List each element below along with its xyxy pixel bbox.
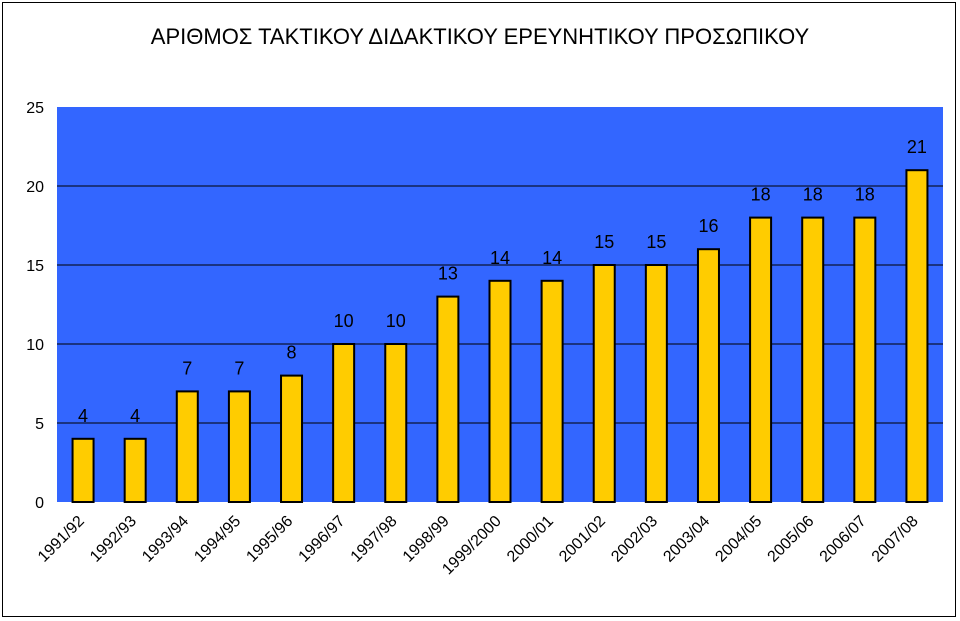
bar — [696, 248, 720, 503]
data-label: 10 — [334, 311, 354, 331]
data-label: 21 — [907, 137, 927, 157]
y-tick-label: 20 — [26, 179, 44, 196]
data-label: 7 — [234, 358, 244, 378]
y-tick-label: 0 — [35, 495, 44, 512]
y-tick-label: 5 — [35, 416, 44, 433]
x-tick-label: 2007/08 — [869, 513, 922, 566]
x-tick-label: 2003/04 — [660, 513, 713, 566]
x-tick-label: 1995/96 — [243, 513, 296, 566]
data-labels: 4 4 7 7 8 10 10 13 14 14 15 15 16 18 18 18 21 — [78, 137, 927, 426]
bar — [540, 279, 564, 503]
x-axis-ticks: 1991/92 1992/93 1993/94 1994/95 1995/96 1996/… — [35, 513, 922, 579]
x-tick-label: 1992/93 — [87, 513, 140, 566]
data-label: 4 — [130, 406, 140, 426]
bar — [801, 216, 825, 503]
data-label: 15 — [594, 232, 614, 252]
bar — [749, 216, 773, 503]
y-axis-ticks: 0 5 10 15 20 25 — [26, 100, 44, 512]
bar — [644, 264, 668, 503]
bar — [175, 390, 199, 503]
bar — [436, 295, 460, 503]
chart-title: ΑΡΙΘΜΟΣ ΤΑΚΤΙΚΟΥ ΔΙΔΑΚΤΙΚΟΥ ΕΡΕΥΝΗΤΙΚΟΥ … — [150, 24, 810, 49]
x-tick-label: 1994/95 — [191, 513, 244, 566]
bar — [227, 390, 251, 503]
bar — [71, 437, 95, 503]
x-tick-label: 1993/94 — [139, 513, 192, 566]
bar — [905, 169, 929, 503]
data-label: 8 — [287, 343, 297, 363]
data-label: 14 — [542, 248, 562, 268]
data-label: 15 — [646, 232, 666, 252]
data-label: 4 — [78, 406, 88, 426]
data-label: 7 — [182, 358, 192, 378]
x-tick-label: 2000/01 — [504, 513, 557, 566]
y-tick-label: 25 — [26, 100, 44, 117]
x-tick-label: 1991/92 — [35, 513, 88, 566]
bar — [123, 437, 147, 503]
bar — [853, 216, 877, 503]
x-tick-label: 2002/03 — [608, 513, 661, 566]
bar — [592, 264, 616, 503]
bar — [280, 374, 304, 504]
y-tick-label: 10 — [26, 337, 44, 354]
bar — [488, 279, 512, 503]
data-label: 13 — [438, 264, 458, 284]
data-label: 14 — [490, 248, 510, 268]
x-tick-label: 2005/06 — [765, 513, 818, 566]
x-tick-label: 1998/99 — [400, 513, 453, 566]
x-tick-label: 2001/02 — [556, 513, 609, 566]
bars — [71, 169, 929, 504]
data-label: 10 — [386, 311, 406, 331]
data-label: 16 — [698, 216, 718, 236]
bar — [384, 343, 408, 503]
x-tick-label: 1996/97 — [296, 513, 349, 566]
x-tick-label: 2006/07 — [817, 513, 870, 566]
bar — [332, 343, 356, 503]
x-tick-label: 1997/98 — [348, 513, 401, 566]
y-tick-label: 15 — [26, 258, 44, 275]
data-label: 18 — [803, 185, 823, 205]
data-label: 18 — [855, 185, 875, 205]
x-tick-label: 2004/05 — [712, 513, 765, 566]
data-label: 18 — [751, 185, 771, 205]
